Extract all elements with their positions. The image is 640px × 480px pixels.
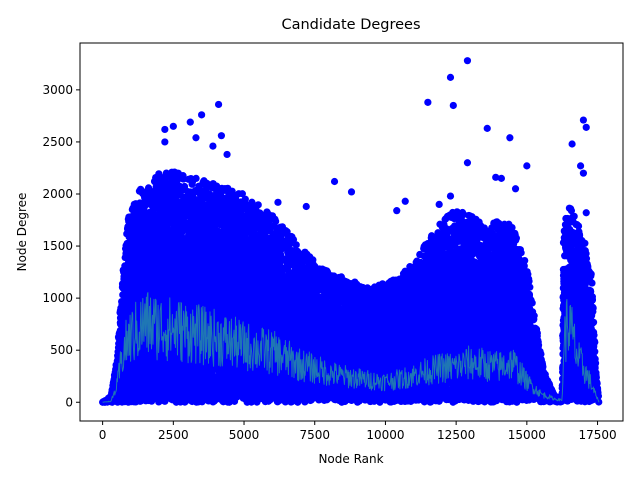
plot-area — [99, 57, 603, 406]
chart-title: Candidate Degrees — [281, 17, 420, 33]
scatter-point — [192, 174, 200, 183]
